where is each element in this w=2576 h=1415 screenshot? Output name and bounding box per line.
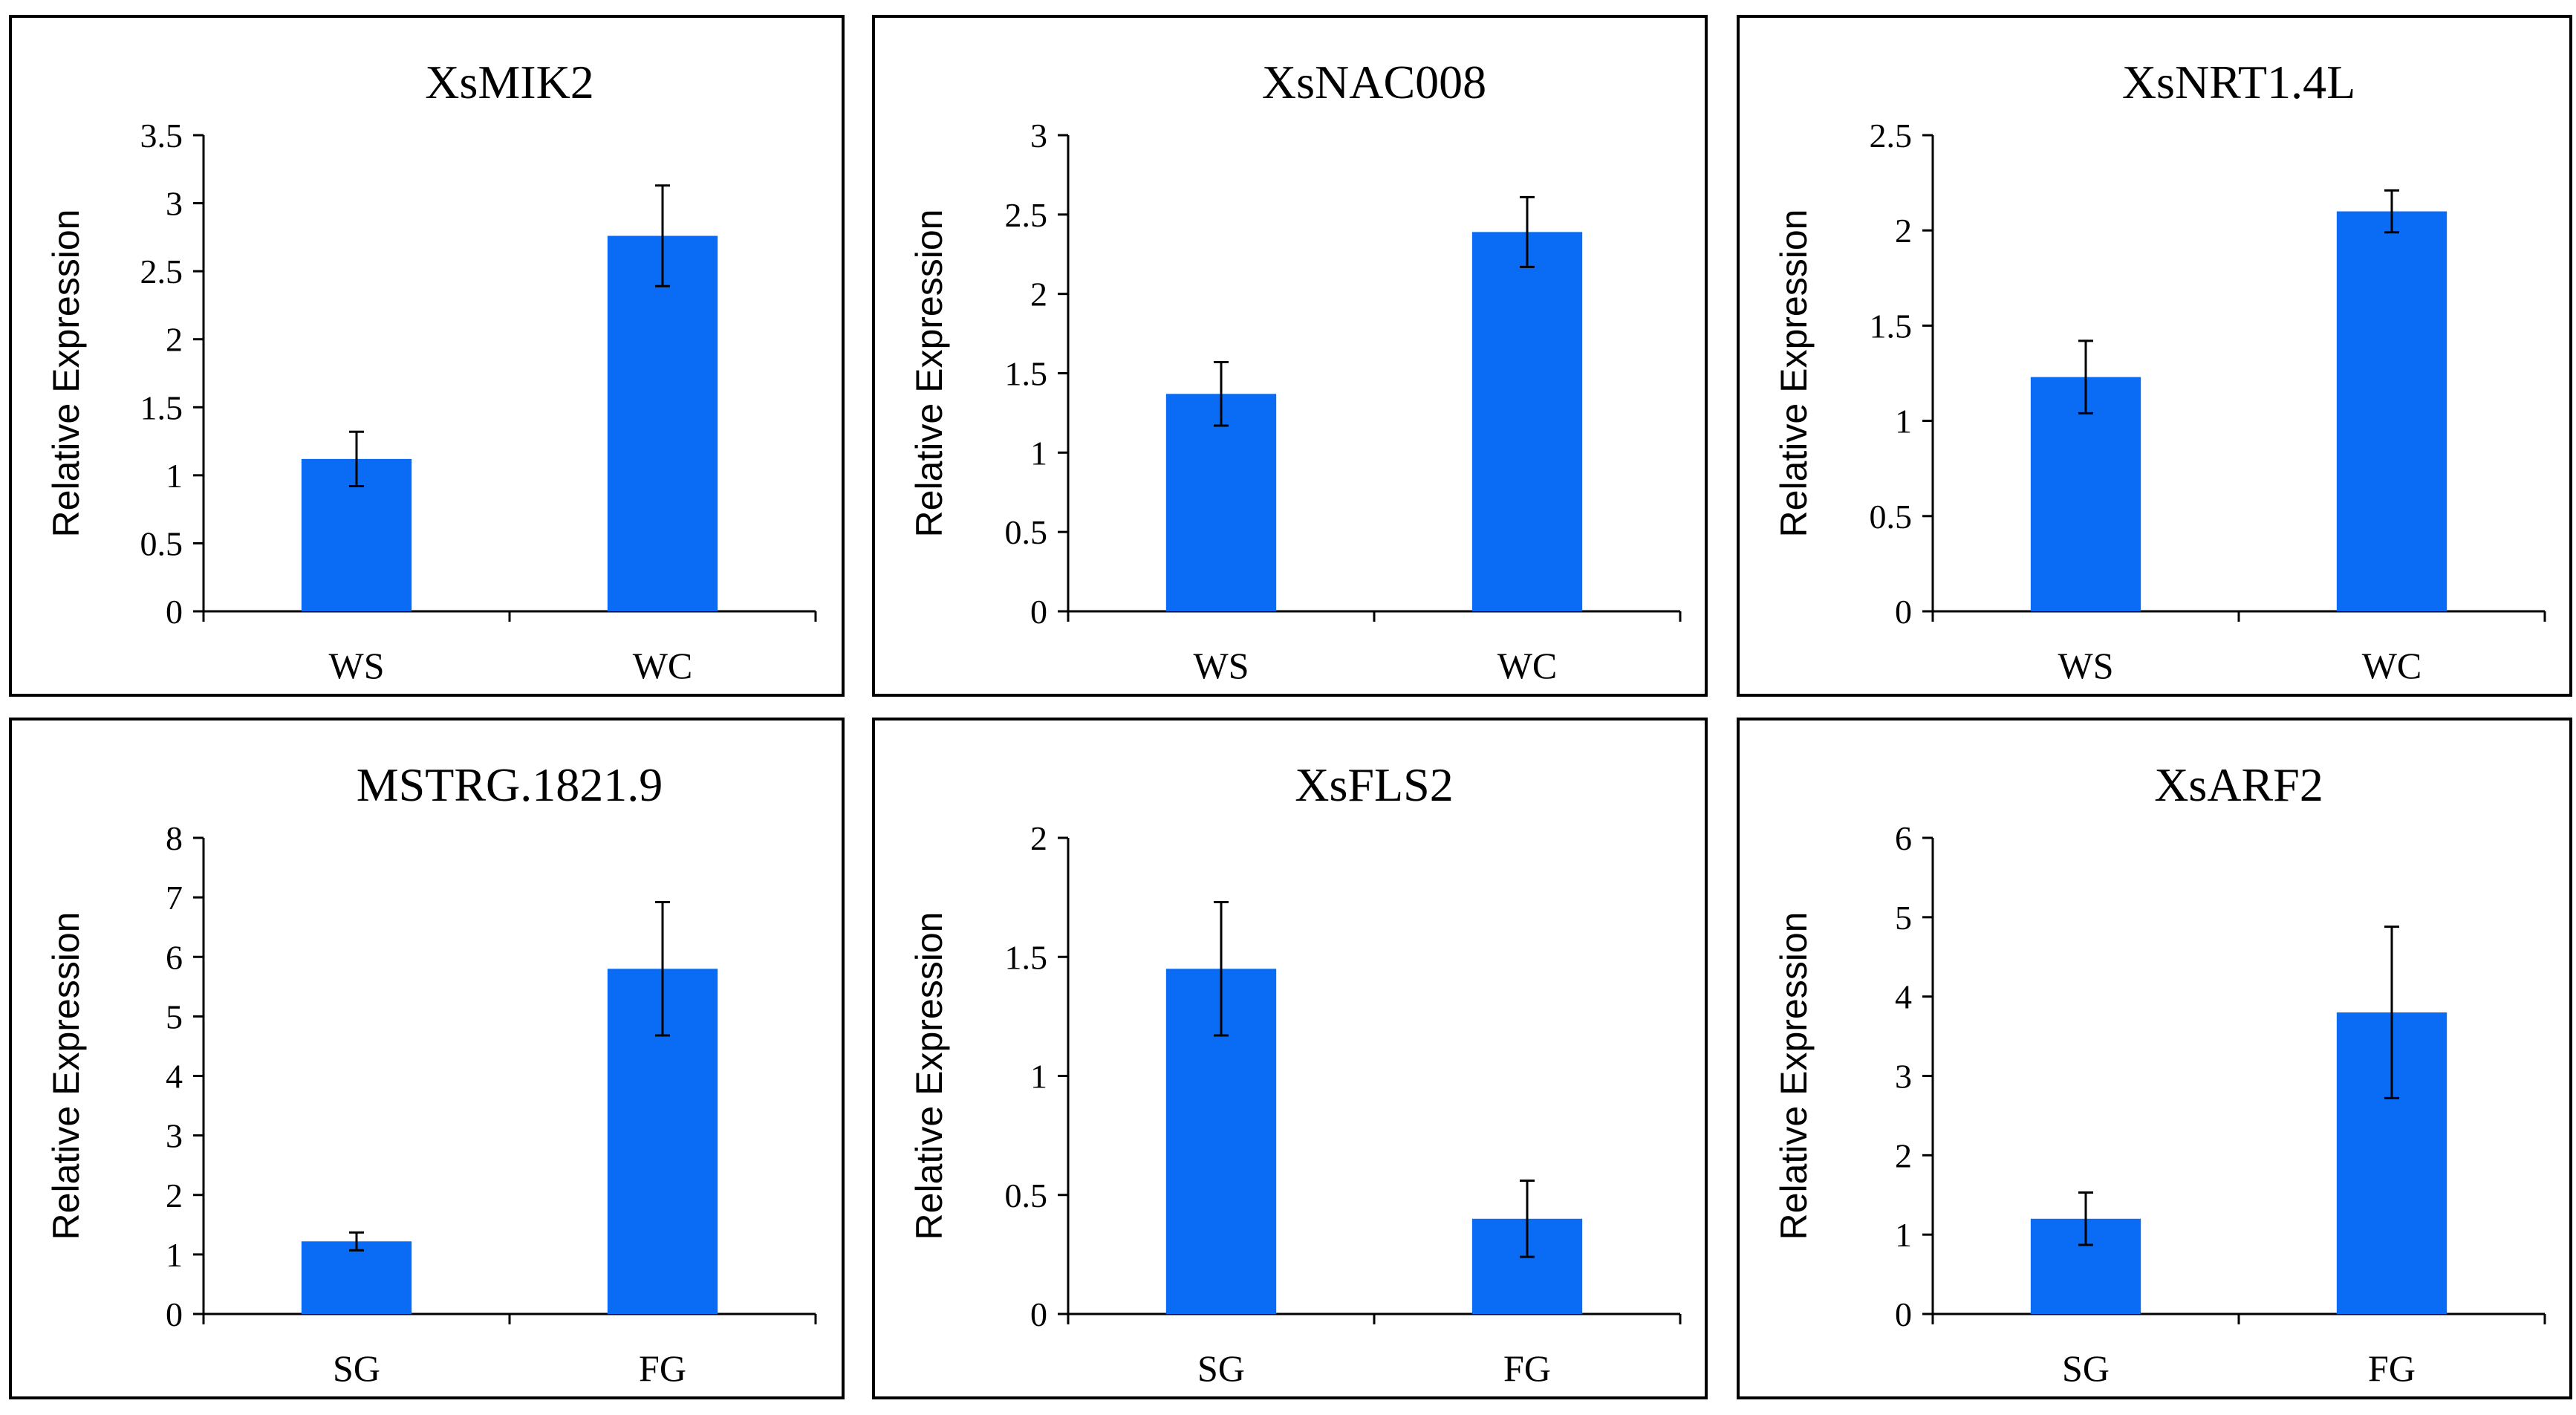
y-tick-label: 2 [1895, 212, 1912, 250]
y-tick-label: 1 [1895, 1216, 1912, 1254]
x-category-label: WS [1194, 645, 1249, 686]
y-tick-label: 2 [1030, 819, 1047, 857]
y-tick-label: 8 [166, 819, 183, 857]
y-tick-label: 1.5 [1005, 938, 1048, 976]
y-tick-label: 0 [166, 1295, 183, 1333]
y-tick-label: 2 [1030, 276, 1047, 313]
y-tick-label: 0.5 [1005, 1177, 1048, 1214]
bar-wc [1471, 232, 1583, 611]
y-tick-label: 0 [1895, 1295, 1912, 1333]
x-category-label: SG [1197, 1347, 1245, 1389]
bar-wc [2336, 211, 2447, 611]
y-tick-label: 1 [166, 1236, 183, 1274]
y-tick-label: 3 [166, 185, 183, 223]
chart-panel-3: XsNRT1.4L Relative Expression 0 0.5 1 1.5 2 2.5… [1737, 15, 2572, 697]
y-tick-label: 2.5 [1005, 196, 1048, 234]
chart-panel-5: XsFLS2 Relative Expression 0 0.5 1 1.5 2 SG FG [872, 718, 1708, 1399]
bar-sg [301, 1241, 412, 1314]
x-category-label: FG [639, 1347, 686, 1389]
y-tick-label: 1.5 [1005, 355, 1048, 393]
chart-title: XsFLS2 [1295, 758, 1453, 811]
y-tick-label: 5 [1895, 899, 1912, 937]
y-axis-label: Relative Expression [908, 209, 950, 538]
y-tick-label: 1.5 [140, 388, 183, 426]
y-axis-label: Relative Expression [1773, 912, 1815, 1240]
y-tick-label: 2.5 [1870, 117, 1913, 154]
chart-title: XsARF2 [2154, 758, 2323, 811]
x-category-label: WC [633, 645, 693, 686]
x-category-label: SG [333, 1347, 380, 1389]
x-category-label: FG [1503, 1347, 1551, 1389]
panel-frame [9, 15, 845, 697]
y-tick-label: 0 [166, 593, 183, 631]
chart-title: MSTRG.1821.9 [357, 758, 663, 811]
chart-panel-4: MSTRG.1821.9 Relative Expression 0 1 2 3 4 5 6 7 8… [9, 718, 845, 1399]
panel-frame [9, 718, 845, 1399]
bar-ws [2030, 377, 2141, 611]
y-tick-label: 3 [166, 1117, 183, 1155]
x-category-label: WS [329, 645, 385, 686]
bar-wc [607, 235, 718, 611]
y-tick-label: 1 [1030, 434, 1047, 472]
y-axis-label: Relative Expression [908, 912, 950, 1240]
y-tick-label: 0.5 [1870, 498, 1913, 536]
y-axis-label: Relative Expression [45, 209, 87, 538]
x-category-label: FG [2368, 1347, 2416, 1389]
chart-panel-1: XsMIK2 Relative Expression 0 0.5 1 1.5 2 2.5 3 3.… [9, 15, 845, 697]
y-tick-label: 3 [1030, 117, 1047, 154]
y-tick-label: 4 [166, 1058, 183, 1096]
chart-title: XsNAC008 [1262, 56, 1486, 108]
y-tick-label: 6 [1895, 819, 1912, 857]
y-tick-label: 0 [1030, 1295, 1047, 1333]
y-tick-label: 2 [1895, 1136, 1912, 1174]
chart-title: XsNRT1.4L [2122, 56, 2355, 108]
y-tick-label: 6 [166, 938, 183, 976]
y-axis-label: Relative Expression [45, 912, 87, 1240]
chart-panel-6: XsARF2 Relative Expression 0 1 2 3 4 5 6 SG FG [1737, 718, 2572, 1399]
bar-ws [1165, 394, 1277, 611]
y-axis-label: Relative Expression [1773, 209, 1815, 538]
x-category-label: WC [1497, 645, 1558, 686]
y-tick-label: 1 [1895, 403, 1912, 440]
chart-panel-2: XsNAC008 Relative Expression 0 0.5 1 1.5 2 2.5 3… [872, 15, 1708, 697]
y-tick-label: 1 [166, 457, 183, 495]
x-category-label: WC [2362, 645, 2422, 686]
y-tick-label: 3 [1895, 1058, 1912, 1096]
y-tick-label: 0 [1030, 593, 1047, 631]
y-tick-label: 3.5 [140, 117, 183, 154]
y-tick-label: 0.5 [1005, 513, 1048, 551]
y-tick-label: 1 [1030, 1058, 1047, 1096]
y-tick-label: 5 [166, 998, 183, 1035]
y-tick-label: 0 [1895, 593, 1912, 631]
y-tick-label: 2 [166, 321, 183, 359]
y-tick-label: 1.5 [1870, 307, 1913, 345]
y-tick-label: 7 [166, 879, 183, 917]
y-tick-label: 2 [166, 1177, 183, 1214]
chart-title: XsMIK2 [425, 56, 594, 108]
x-category-label: SG [2062, 1347, 2110, 1389]
y-tick-label: 4 [1895, 978, 1912, 1016]
y-tick-label: 2.5 [140, 253, 183, 290]
x-category-label: WS [2058, 645, 2114, 686]
y-tick-label: 0.5 [140, 524, 183, 562]
